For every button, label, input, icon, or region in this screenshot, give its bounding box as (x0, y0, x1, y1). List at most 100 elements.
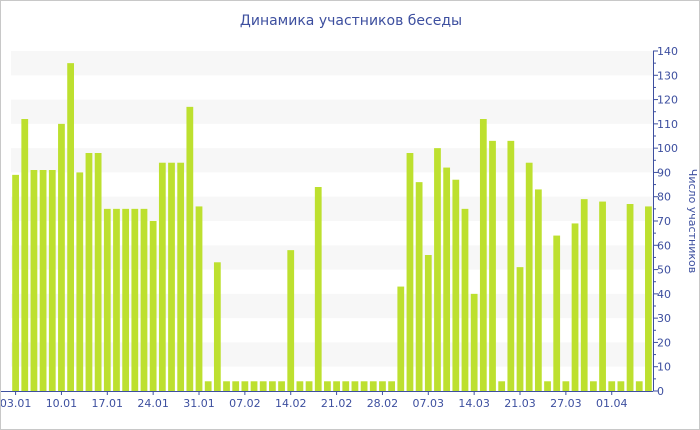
x-tick-label: 21.03 (504, 397, 536, 410)
x-tick-label: 17.01 (92, 397, 124, 410)
bar (415, 182, 423, 391)
bar (498, 381, 506, 391)
bar (617, 381, 625, 391)
bar (571, 223, 579, 391)
bar (149, 221, 157, 391)
grid-band (11, 148, 653, 173)
bar (379, 381, 386, 391)
bar (314, 187, 322, 391)
bar (278, 381, 285, 391)
y-tick-label: 100 (657, 142, 678, 155)
bar (489, 140, 496, 391)
bar (186, 106, 194, 391)
bar (635, 381, 643, 391)
x-tick-label: 14.03 (458, 397, 490, 410)
bar (388, 381, 395, 391)
y-tick-label: 40 (657, 288, 671, 301)
y-tick-label: 30 (657, 312, 671, 325)
bar (168, 162, 175, 391)
bar (461, 208, 469, 391)
y-tick-label: 110 (657, 118, 678, 131)
bar (131, 208, 139, 391)
bar (479, 119, 487, 391)
y-tick-label: 120 (657, 94, 678, 107)
bar (269, 381, 276, 391)
bar (305, 381, 313, 391)
bar (553, 235, 561, 391)
bar (525, 162, 533, 391)
x-tick-label: 10.01 (46, 397, 78, 410)
bar (94, 153, 102, 391)
bar (534, 189, 542, 391)
grid-band (11, 99, 653, 124)
bar (443, 167, 451, 391)
y-tick-label: 80 (657, 191, 671, 204)
bar (434, 148, 441, 391)
bar (21, 119, 29, 391)
bar (223, 381, 230, 391)
bar (259, 381, 267, 391)
x-tick-label: 01.04 (596, 397, 628, 410)
bar (76, 172, 84, 391)
bar (296, 381, 304, 391)
bar (507, 140, 515, 391)
y-tick-label: 50 (657, 264, 671, 277)
bar (103, 208, 111, 391)
bar (369, 381, 377, 391)
x-tick-label: 07.03 (413, 397, 445, 410)
bar (590, 381, 597, 391)
bar (140, 208, 148, 391)
bar (626, 204, 634, 391)
bar (287, 250, 295, 391)
bar (67, 63, 74, 392)
bar (360, 381, 368, 391)
bar (342, 381, 350, 391)
x-tick-label: 28.02 (367, 397, 399, 410)
bar (241, 381, 249, 391)
bar (195, 206, 203, 391)
bar (232, 381, 240, 391)
y-tick-label: 60 (657, 239, 671, 252)
bar (608, 381, 616, 391)
x-tick-label: 14.02 (275, 397, 307, 410)
bar (158, 162, 166, 391)
bar (85, 153, 93, 391)
bar (213, 262, 221, 391)
bar (452, 179, 460, 391)
bar (48, 170, 56, 391)
bar (580, 199, 588, 391)
y-tick-label: 0 (657, 385, 664, 398)
grid-band (11, 51, 653, 76)
x-tick-label: 27.03 (550, 397, 582, 410)
bar (645, 206, 652, 391)
x-tick-label: 21.02 (321, 397, 353, 410)
bar (562, 381, 570, 391)
bar (406, 153, 414, 391)
bar (113, 208, 120, 391)
bar (122, 208, 130, 391)
bar (58, 123, 65, 391)
bar (351, 381, 359, 391)
bar (516, 267, 524, 391)
bar (12, 174, 19, 391)
x-tick-label: 31.01 (183, 397, 215, 410)
bar (424, 255, 432, 391)
bar (544, 381, 551, 391)
x-tick-label: 24.01 (137, 397, 169, 410)
bar (470, 293, 478, 391)
y-tick-label: 130 (657, 69, 678, 82)
y-axis-label: Число участников (686, 169, 699, 273)
bar (204, 381, 212, 391)
y-tick-label: 20 (657, 336, 671, 349)
bar (599, 201, 606, 391)
bar (397, 286, 405, 391)
bar (39, 170, 47, 391)
bar (333, 381, 340, 391)
chart-title: Динамика участников беседы (239, 13, 463, 29)
y-tick-label: 90 (657, 166, 671, 179)
x-tick-label: 07.02 (229, 397, 261, 410)
x-tick-label: 03.01 (1, 397, 31, 410)
bar (177, 162, 185, 391)
